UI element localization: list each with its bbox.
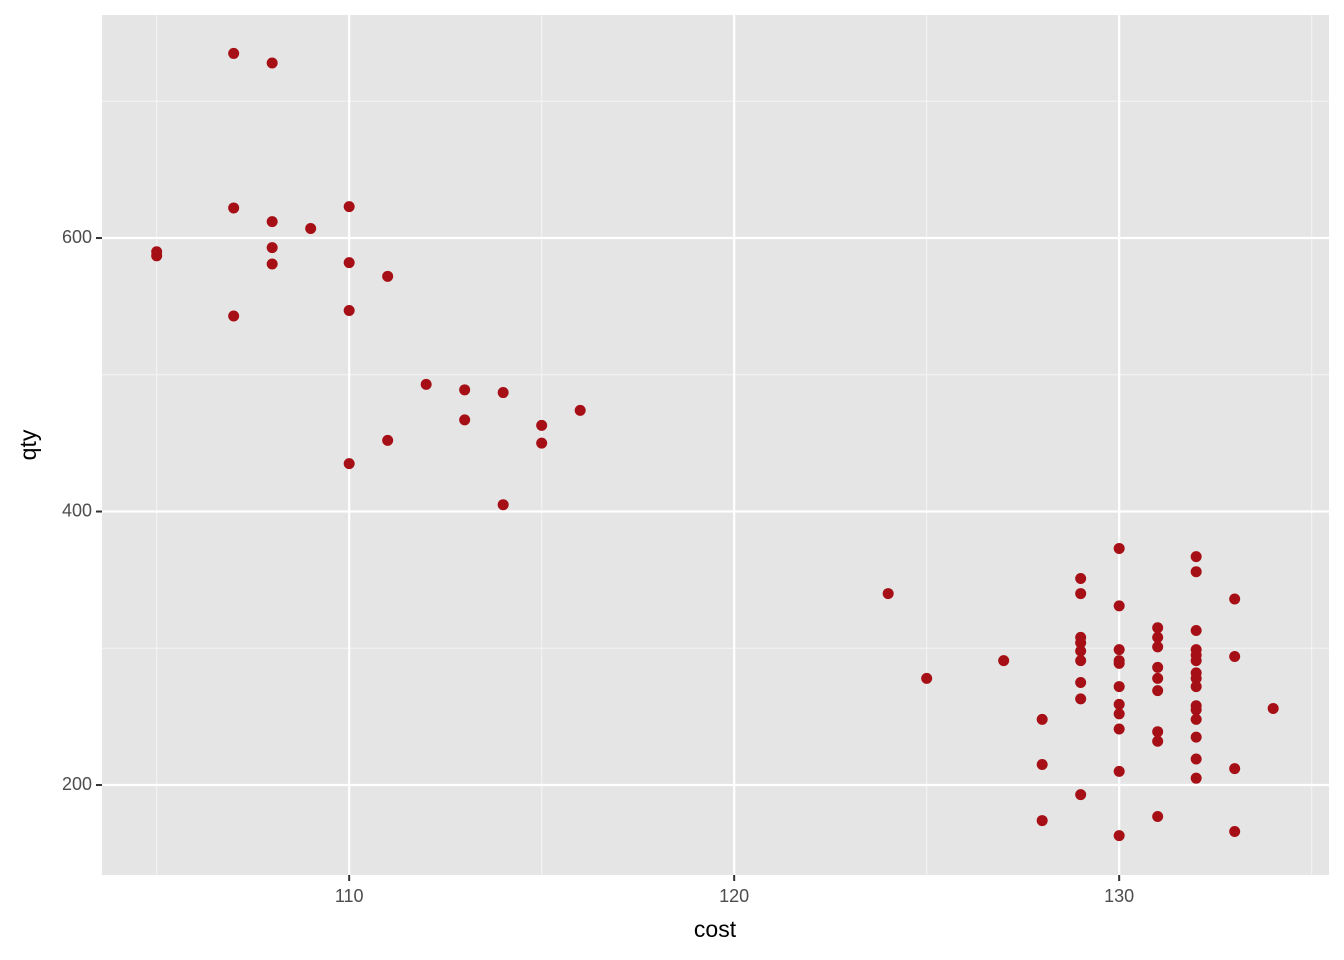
point — [1113, 657, 1125, 669]
point — [382, 270, 394, 282]
point — [1229, 763, 1241, 775]
point — [343, 201, 355, 213]
point — [1190, 713, 1202, 725]
y-axis-title: qty — [15, 429, 41, 460]
point — [1113, 542, 1125, 554]
point — [1152, 810, 1164, 822]
point — [1036, 759, 1048, 771]
point — [882, 588, 894, 600]
point — [1113, 723, 1125, 735]
point — [1152, 685, 1164, 697]
point — [343, 305, 355, 317]
point — [1113, 708, 1125, 720]
point — [228, 202, 240, 214]
point — [1113, 698, 1125, 710]
point — [1190, 731, 1202, 743]
point — [1113, 644, 1125, 656]
point — [1152, 622, 1164, 634]
point — [228, 310, 240, 322]
point — [1075, 655, 1087, 667]
point — [1152, 661, 1164, 673]
point — [1190, 681, 1202, 693]
point — [1113, 830, 1125, 842]
point — [420, 378, 432, 390]
y-tick-label: 400 — [62, 500, 92, 520]
point — [343, 458, 355, 470]
point — [497, 499, 509, 511]
x-tick-label: 110 — [335, 886, 364, 906]
point — [1190, 772, 1202, 784]
point — [1190, 624, 1202, 636]
point — [1190, 551, 1202, 563]
axes: 110 120 130 200 400 600 — [62, 227, 1134, 906]
point — [228, 47, 240, 59]
point — [266, 258, 278, 270]
point — [1152, 672, 1164, 684]
point — [1190, 566, 1202, 578]
point — [1075, 789, 1087, 801]
point — [1075, 588, 1087, 600]
point — [1190, 655, 1202, 667]
point — [1075, 645, 1087, 657]
x-axis-title: cost — [694, 916, 737, 942]
point — [1152, 641, 1164, 653]
point — [459, 414, 471, 426]
point — [921, 672, 933, 684]
x-tick-label: 130 — [1104, 886, 1134, 906]
point — [1036, 815, 1048, 827]
y-tick-label: 600 — [62, 227, 92, 247]
point — [1190, 753, 1202, 765]
point — [151, 250, 163, 262]
point — [266, 242, 278, 254]
panel — [102, 15, 1329, 875]
point — [266, 57, 278, 69]
point — [1229, 593, 1241, 605]
point — [382, 434, 394, 446]
point — [1190, 672, 1202, 684]
point — [536, 419, 548, 431]
point — [1190, 704, 1202, 716]
point — [1113, 681, 1125, 693]
point — [1152, 735, 1164, 747]
point — [1113, 765, 1125, 777]
point — [343, 257, 355, 269]
point — [459, 384, 471, 396]
point — [1152, 726, 1164, 738]
y-tick-label: 200 — [62, 774, 92, 794]
point — [1075, 676, 1087, 688]
point — [305, 222, 317, 234]
point — [1152, 631, 1164, 643]
point — [1267, 702, 1279, 714]
point — [1075, 637, 1087, 649]
point — [1075, 693, 1087, 705]
point — [1075, 573, 1087, 585]
point — [1113, 600, 1125, 612]
x-tick-label: 120 — [719, 886, 749, 906]
point — [266, 216, 278, 228]
point — [497, 387, 509, 399]
point — [998, 655, 1010, 667]
point — [1229, 650, 1241, 662]
point — [1229, 826, 1241, 838]
points — [151, 47, 1279, 842]
point — [1036, 713, 1048, 725]
point — [574, 404, 586, 416]
point — [536, 437, 548, 449]
